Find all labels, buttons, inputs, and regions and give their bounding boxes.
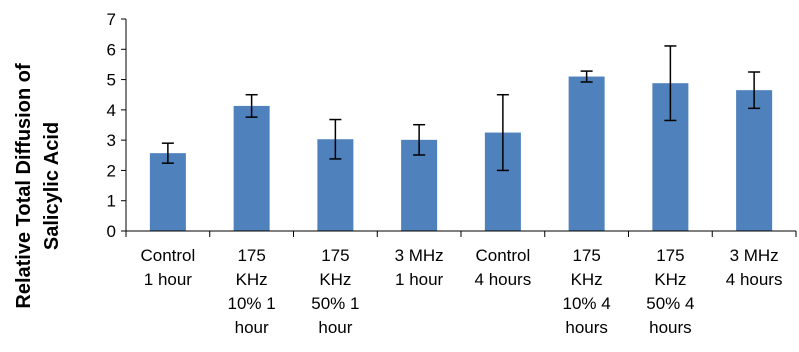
y-tick-label: 3 [107, 131, 116, 150]
error-bars [161, 45, 761, 172]
x-category-label: 175 KHz 10% 4 hours [563, 246, 611, 337]
x-category-label: 3 MHz 4 hours [726, 246, 783, 289]
y-tick-label: 5 [107, 71, 116, 90]
x-category-label: Control 1 hour [140, 246, 195, 289]
bar [736, 90, 773, 232]
bar [233, 105, 270, 231]
x-category-label: 175 KHz 50% 4 hours [646, 246, 694, 337]
y-axis-label-line: Relative Total Diffusion of [13, 63, 35, 309]
y-tick-label: 4 [107, 101, 116, 120]
y-tick-label: 0 [107, 222, 116, 241]
x-category-label: Control 4 hours [475, 246, 532, 289]
y-tick-label: 2 [107, 161, 116, 180]
y-axis-label: Relative Total Diffusion of Salicylic Aci… [13, 63, 63, 309]
y-axis-label-line: Salicylic Acid [41, 122, 63, 250]
bars [149, 76, 773, 232]
y-axis: 0 1 2 3 4 5 6 7 [107, 10, 127, 241]
y-tick-label: 1 [107, 192, 116, 211]
bar [149, 153, 186, 231]
x-category-label: 175 KHz 50% 1 hour [311, 246, 359, 337]
x-category-label: 3 MHz 1 hour [395, 246, 444, 289]
y-tick-label: 6 [107, 40, 116, 59]
y-tick-label: 7 [107, 10, 116, 29]
bar [568, 76, 605, 232]
x-category-label: 175 KHz 10% 1 hour [228, 246, 276, 337]
